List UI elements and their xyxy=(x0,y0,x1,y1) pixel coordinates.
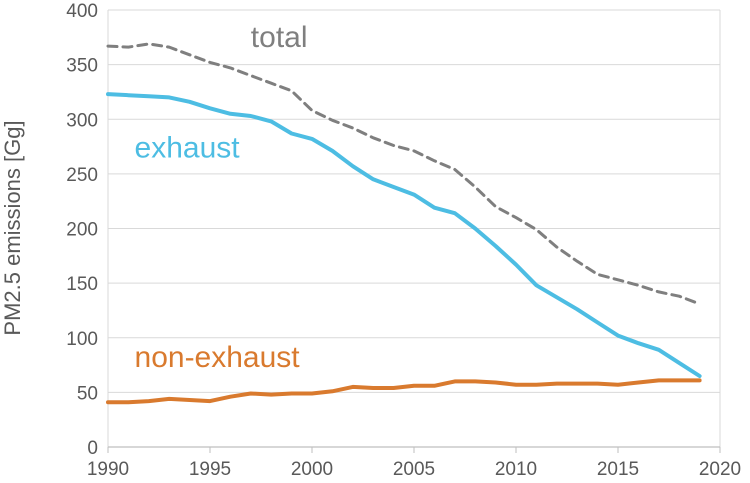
x-tick-labels: 1990 1995 2000 2005 2010 2015 2020 xyxy=(87,459,741,480)
series-line-exhaust xyxy=(106,92,702,378)
y-tick-label: 0 xyxy=(87,438,98,459)
y-tick-label: 250 xyxy=(66,165,98,186)
x-tick-label: 2005 xyxy=(393,459,435,480)
series-label-exhaust: exhaust xyxy=(135,131,241,164)
x-tick-label: 1990 xyxy=(87,459,129,480)
x-tick-label: 2010 xyxy=(495,459,537,480)
x-tick-label: 2020 xyxy=(699,459,741,480)
grid xyxy=(108,9,720,393)
y-tick-label: 50 xyxy=(77,383,98,404)
x-tick-label: 2015 xyxy=(597,459,639,480)
series-labels: total exhaust non-exhaust xyxy=(135,21,308,374)
series-line-non-exhaust xyxy=(106,378,702,405)
x-tick-label: 1995 xyxy=(189,459,231,480)
y-tick-label: 200 xyxy=(66,220,98,241)
series-label-total: total xyxy=(251,21,308,54)
axes xyxy=(107,10,721,453)
series-lines xyxy=(106,42,702,405)
y-axis-label: PM2.5 emissions [Gg] xyxy=(0,120,25,335)
series-line-total xyxy=(106,42,702,306)
y-tick-label: 150 xyxy=(66,274,98,295)
series-label-non-exhaust: non-exhaust xyxy=(135,341,301,374)
y-tick-labels: 0 50 100 150 200 250 300 350 400 xyxy=(66,1,98,459)
x-tick-label: 2000 xyxy=(291,459,333,480)
y-tick-label: 100 xyxy=(66,329,98,350)
y-tick-label: 400 xyxy=(66,1,98,22)
y-tick-label: 300 xyxy=(66,110,98,131)
y-tick-label: 350 xyxy=(66,56,98,77)
